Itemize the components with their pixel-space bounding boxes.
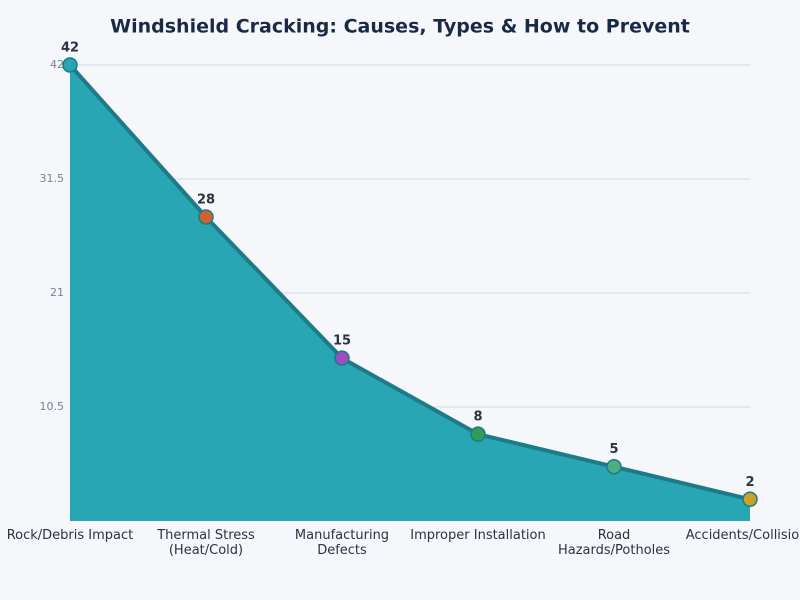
y-tick-label: 10.5 <box>40 400 65 413</box>
point <box>470 426 486 442</box>
data-label: 8 <box>473 410 482 425</box>
point <box>606 458 622 475</box>
x-tick-label: Rock/Debris Impact <box>6 528 134 543</box>
y-tick-label: 31.5 <box>40 172 65 185</box>
chart-title: Windshield Cracking: Causes, Types & How… <box>110 16 690 38</box>
point <box>742 491 758 508</box>
x-tick-label: Road Hazards/Potholes <box>557 528 671 558</box>
x-tick-label: Improper Installation <box>410 528 546 543</box>
data-label: 5 <box>609 442 618 457</box>
data-label: 2 <box>745 475 754 490</box>
x-tick-label: Accidents/Collisions <box>685 528 800 543</box>
data-label: 42 <box>61 41 79 56</box>
point <box>198 209 214 225</box>
point <box>62 57 78 73</box>
x-tick-label: Manufacturing Defects <box>294 528 390 558</box>
data-label: 15 <box>333 334 351 349</box>
line <box>68 63 751 502</box>
point <box>334 350 350 366</box>
y-tick-label: 21 <box>50 286 64 299</box>
x-tick-label: Thermal Stress (Heat/Cold) <box>157 528 255 558</box>
y-tick-label: 42 <box>50 58 64 71</box>
data-label: 28 <box>197 193 215 208</box>
area <box>70 65 750 521</box>
